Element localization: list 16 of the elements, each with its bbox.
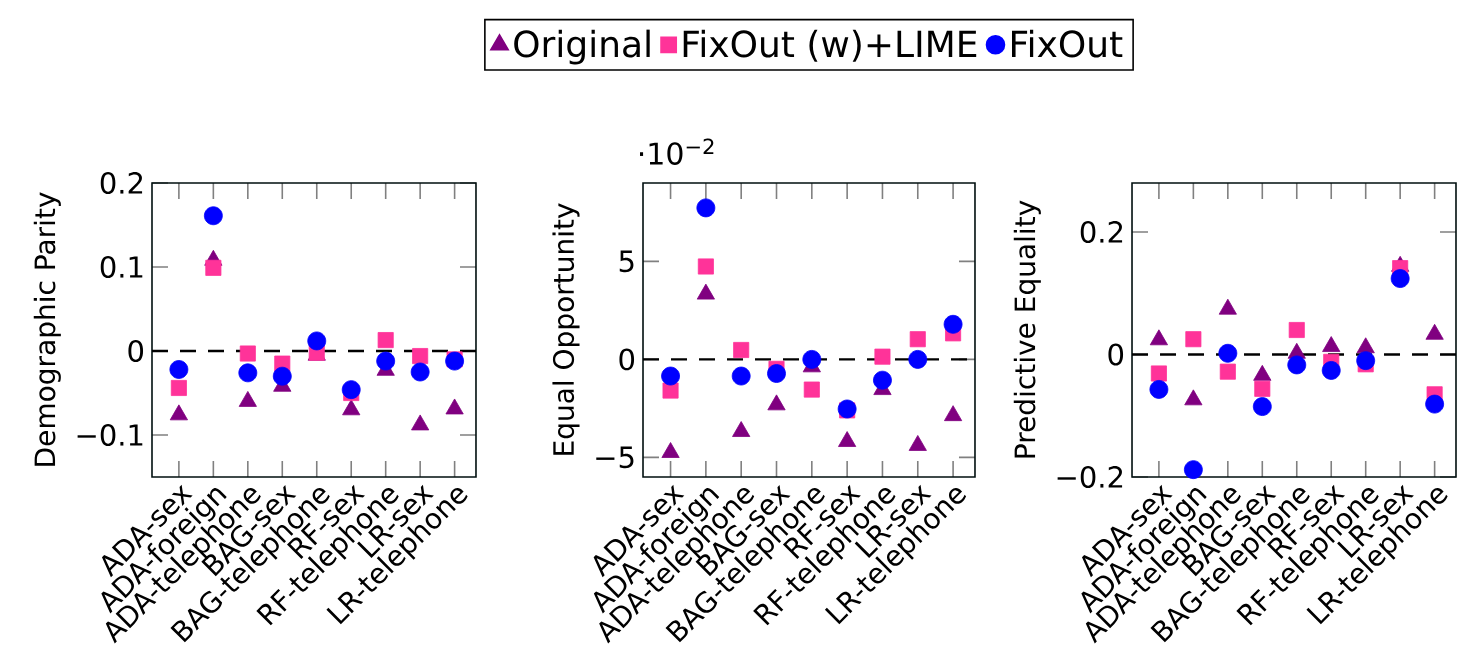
y-tick-label: 0 [1108,343,1124,366]
y-tick-label: 0 [128,340,144,362]
y-tick-label: 0.2 [100,172,143,194]
y-tick-label: 0.2 [1080,221,1123,243]
legend-label: Original [514,29,650,65]
y-tick-label: 5 [619,250,634,273]
legend-label: FixOut [1012,29,1123,58]
y-tick-label: −0.1 [77,424,143,446]
y-tick-label: 0 [619,348,635,371]
y-tick-label: 0.1 [100,256,143,278]
legend-label: FixOut (w)+LIME [683,29,977,62]
y-axis-title: Equal Opportunity [552,203,580,455]
text: ·10$^{−2}$ [639,138,714,165]
y-tick-label: −5 [596,446,634,469]
y-axis-title: Predictive Equality [1013,200,1041,458]
y-axis-title: Demographic Parity [33,192,61,466]
